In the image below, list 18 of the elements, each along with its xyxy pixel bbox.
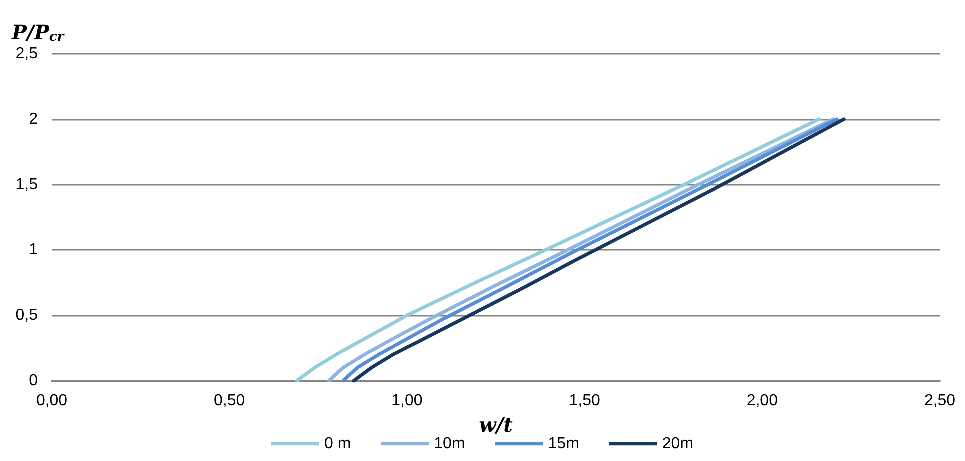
y-tick-label: 2,5 bbox=[16, 46, 38, 62]
x-tick-label: 1,50 bbox=[569, 392, 600, 410]
y-tick-label: 0 bbox=[29, 372, 38, 390]
x-tick-label: 1,00 bbox=[392, 392, 423, 410]
x-tick-label: 0,00 bbox=[36, 392, 68, 410]
x-tick-label: 2,50 bbox=[924, 392, 956, 410]
legend-label: 0 m bbox=[324, 436, 352, 452]
y-tick-label: 2 bbox=[29, 110, 38, 128]
legend-label: 15m bbox=[548, 436, 580, 452]
y-tick-label: 1,5 bbox=[16, 176, 38, 194]
legend-label: 10m bbox=[434, 436, 466, 452]
y-axis-title: P/Pcr bbox=[11, 20, 66, 45]
x-tick-label: 2,00 bbox=[746, 392, 778, 410]
x-axis-title: w/t bbox=[479, 413, 514, 437]
x-tick-label: 0,50 bbox=[214, 392, 246, 410]
legend-label: 20m bbox=[662, 436, 694, 452]
y-tick-label: 0,5 bbox=[16, 307, 38, 324]
y-tick-label: 1 bbox=[29, 242, 38, 259]
